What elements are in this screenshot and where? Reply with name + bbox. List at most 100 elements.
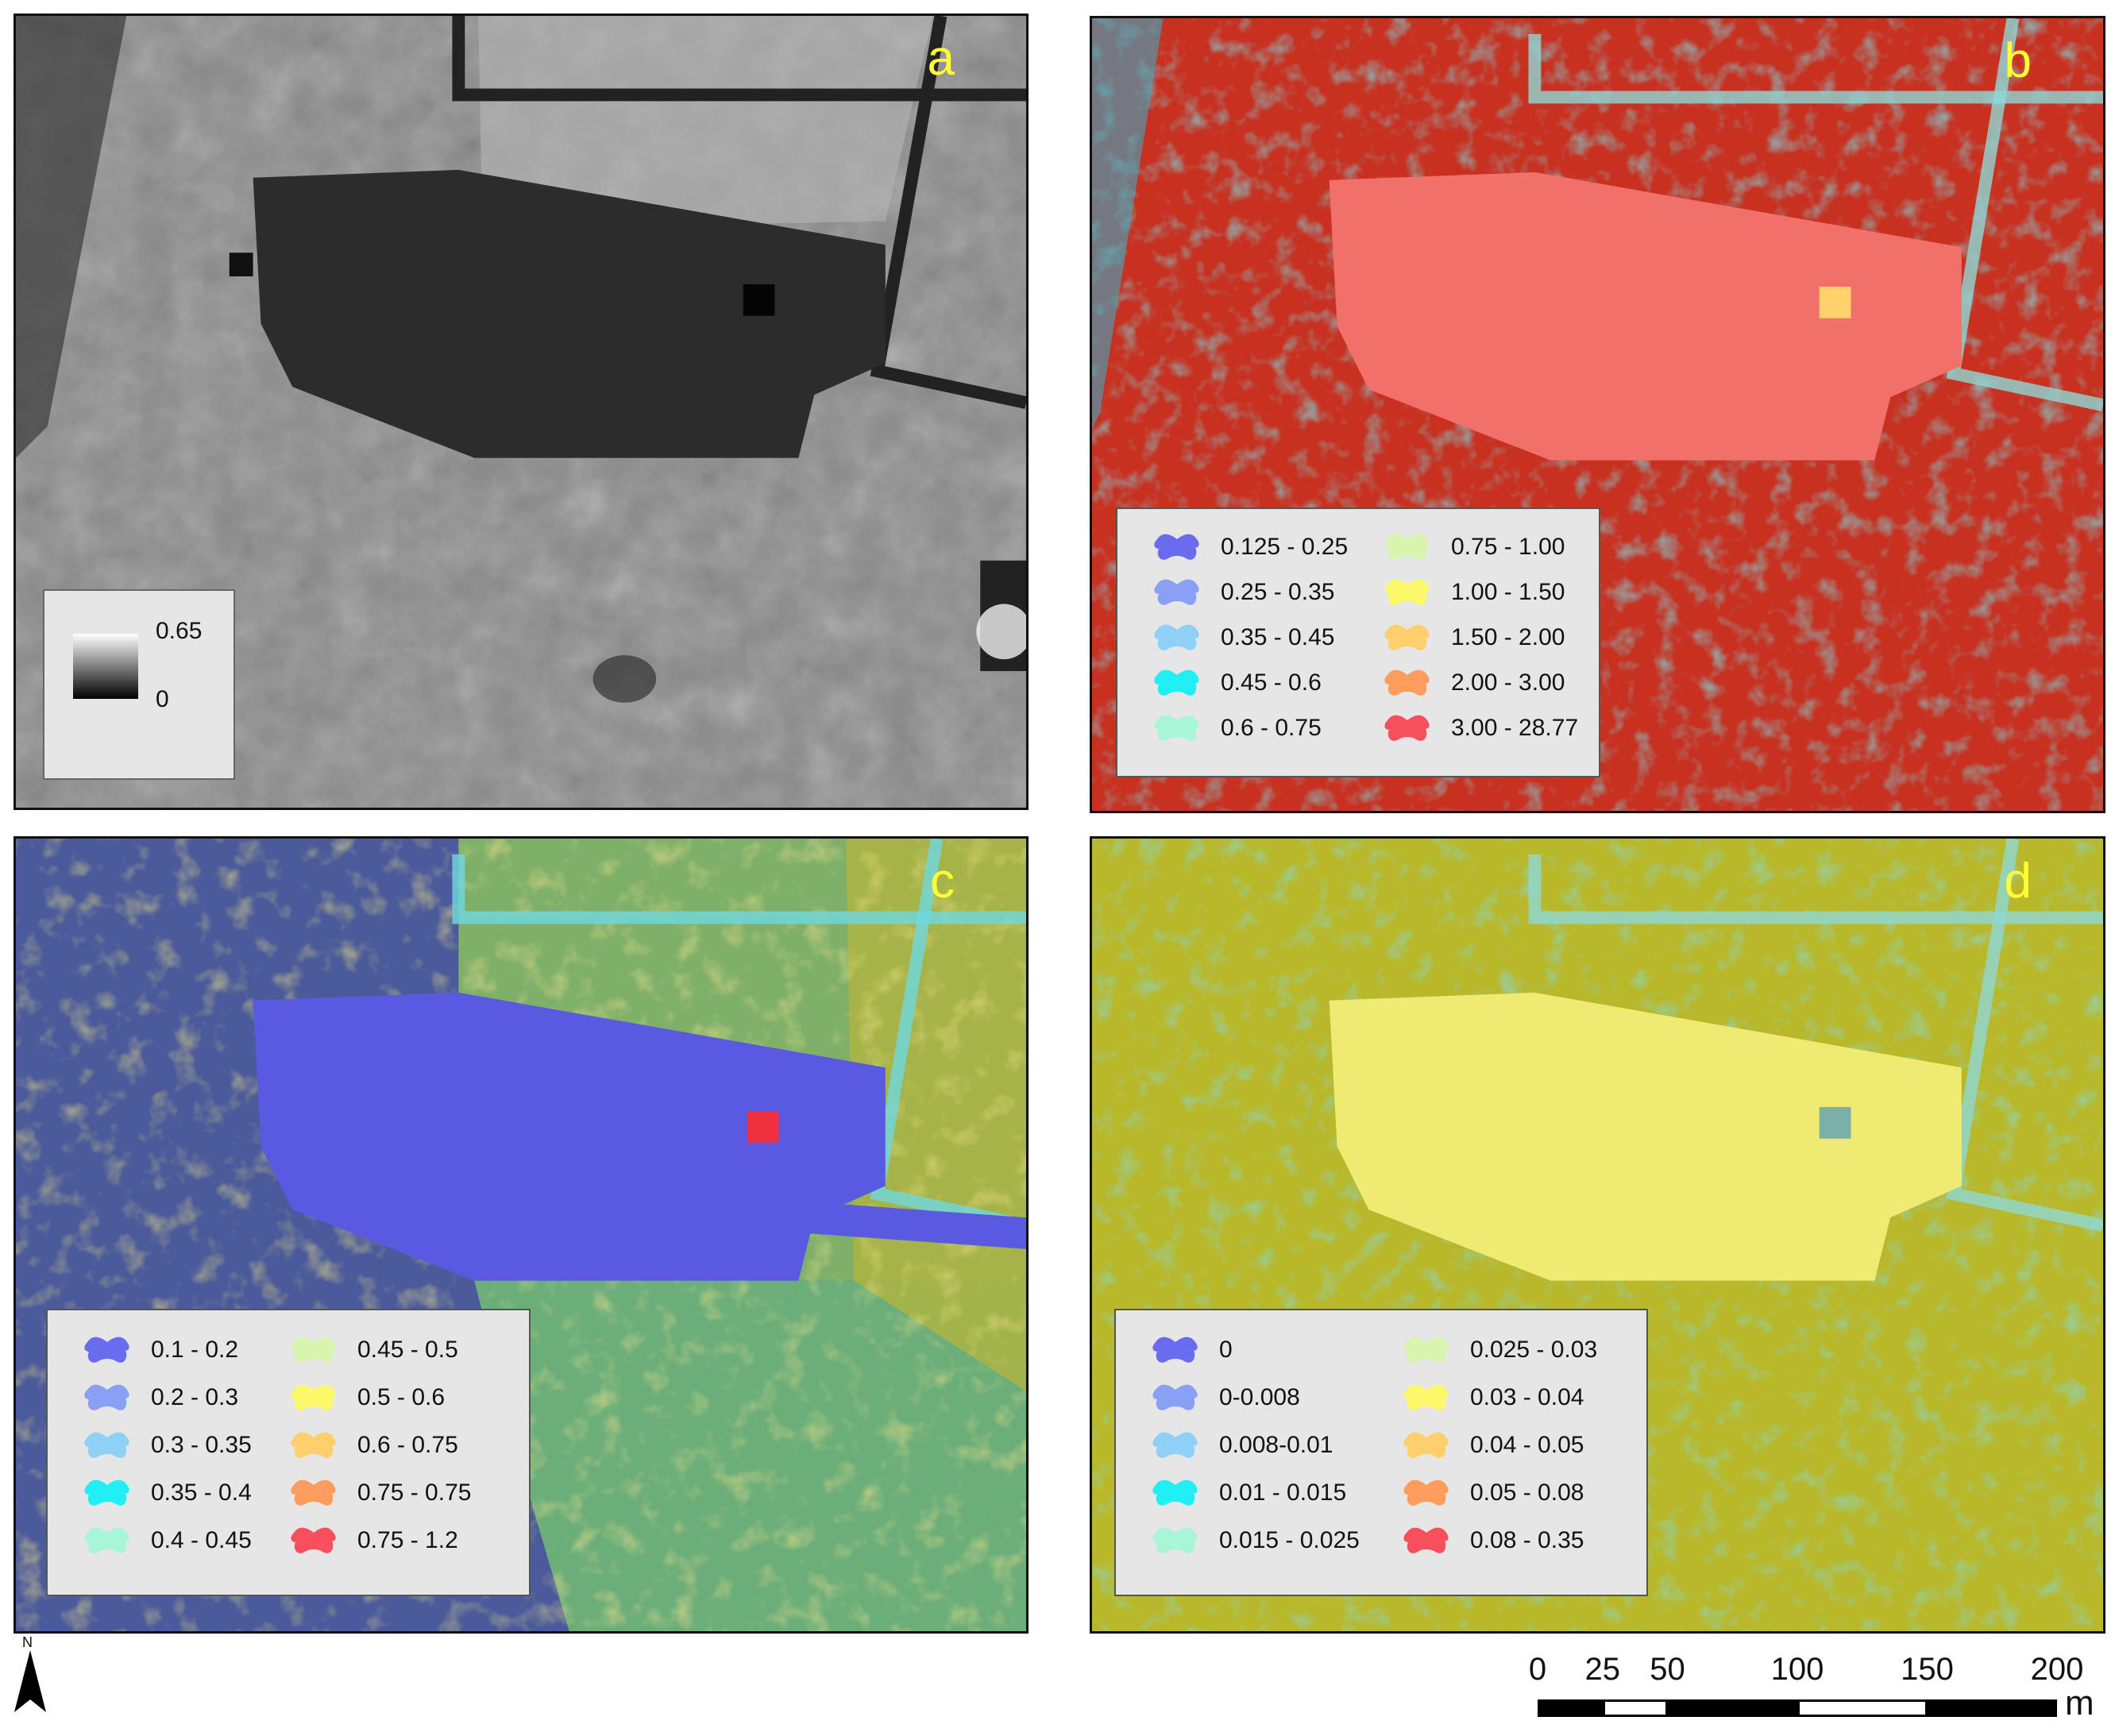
scale-tick-label: 0: [1528, 1652, 1547, 1687]
scale-unit: m: [2065, 1684, 2094, 1722]
legend-swatch-icon: [1152, 1527, 1198, 1553]
legend-label: 0.35 - 0.4: [151, 1479, 252, 1506]
panel-label: d: [2004, 854, 2032, 909]
legend-swatch-icon: [1384, 534, 1430, 560]
legend-swatch-icon: [1154, 624, 1199, 650]
panel-b-map: b 0.125 - 0.25 0.25 - 0.35 0.35 - 0.45 0.45…: [1090, 16, 2105, 813]
legend-item: 0.6 - 0.75: [1149, 706, 1322, 750]
legend-swatch-icon: [1384, 669, 1430, 696]
legend-label: 0-0.008: [1219, 1384, 1300, 1410]
legend-item: 2.00 - 3.00: [1380, 661, 1565, 705]
legend-label: 0.4 - 0.45: [151, 1527, 252, 1553]
legend-label: 3.00 - 28.77: [1451, 715, 1579, 741]
legend-label: 0.2 - 0.3: [151, 1384, 239, 1410]
legend-item: 3.00 - 28.77: [1380, 706, 1578, 750]
grayscale-legend: 0.65 0: [43, 589, 235, 780]
panel-d-map: d 0 0-0.008 0.008-0.01 0.01 - 0.015 0.015 - …: [1090, 836, 2105, 1634]
legend-label: 0.04 - 0.05: [1470, 1432, 1584, 1458]
legend-item: 0.75 - 1.00: [1380, 525, 1565, 569]
grayscale-ramp: [73, 634, 138, 699]
legend-item: 0-0.008: [1148, 1375, 1300, 1420]
legend-label: 0.45 - 0.6: [1221, 669, 1322, 696]
scale-tick-label: 50: [1650, 1652, 1685, 1687]
legend-swatch-icon: [84, 1337, 129, 1363]
legend-swatch-icon: [1152, 1432, 1198, 1458]
legend-item: 0.08 - 0.35: [1399, 1518, 1584, 1563]
legend-label: 1.50 - 2.00: [1451, 624, 1565, 650]
legend-item: 0.4 - 0.45: [79, 1518, 252, 1563]
legend-label: 0.05 - 0.08: [1470, 1479, 1584, 1506]
legend-items: 0.125 - 0.25 0.25 - 0.35 0.35 - 0.45 0.45 -…: [1117, 509, 1599, 776]
scale-tick-label: 100: [1770, 1652, 1824, 1687]
legend-item: 0.45 - 0.5: [286, 1328, 458, 1372]
legend-label: 0.08 - 0.35: [1470, 1527, 1584, 1553]
legend-item: 0.75 - 0.75: [286, 1471, 471, 1515]
panel-label: a: [927, 31, 955, 86]
panel-a-map: a 0.65 0: [14, 14, 1029, 810]
scale-tick-label: 150: [1901, 1652, 1954, 1687]
grayscale-map-image: [16, 16, 1026, 808]
legend-item: 1.00 - 1.50: [1380, 570, 1565, 615]
scale-segment: [1667, 1699, 1797, 1717]
legend-d: 0 0-0.008 0.008-0.01 0.01 - 0.015 0.015 - 0.…: [1114, 1309, 1648, 1596]
legend-label: 0.75 - 0.75: [357, 1479, 472, 1506]
legend-label: 0.008-0.01: [1219, 1432, 1333, 1458]
legend-label: 0.01 - 0.015: [1219, 1479, 1347, 1506]
legend-swatch-icon: [1403, 1479, 1449, 1506]
legend-swatch-icon: [1154, 579, 1199, 605]
legend-item: 0: [1148, 1328, 1233, 1372]
scale-tick-label: 25: [1584, 1652, 1621, 1687]
legend-item: 0.45 - 0.6: [1149, 661, 1322, 705]
legend-item: 0.015 - 0.025: [1148, 1518, 1360, 1563]
scale-bar: 0 25 50 100 150 200 m: [1509, 1644, 2097, 1731]
legend-label: 0.6 - 0.75: [1221, 715, 1322, 741]
legend-swatch-icon: [1384, 624, 1430, 650]
north-label: N: [22, 1634, 33, 1650]
legend-item: 0.35 - 0.45: [1149, 615, 1334, 660]
legend-b: 0.125 - 0.25 0.25 - 0.35 0.35 - 0.45 0.45 -…: [1116, 507, 1600, 777]
legend-swatch-icon: [291, 1527, 336, 1553]
legend-label: 0.6 - 0.75: [357, 1432, 458, 1458]
legend-label: 0.03 - 0.04: [1470, 1384, 1584, 1410]
panel-label: b: [2004, 33, 2032, 88]
legend-swatch-icon: [1152, 1384, 1198, 1410]
legend-item: 0.1 - 0.2: [79, 1328, 238, 1372]
legend-swatch-icon: [84, 1479, 129, 1506]
legend-item: 0.75 - 1.2: [286, 1518, 458, 1563]
legend-swatch-icon: [291, 1384, 336, 1410]
legend-label: 0.75 - 1.00: [1451, 534, 1565, 560]
legend-swatch-icon: [1152, 1479, 1198, 1506]
legend-swatch-icon: [1152, 1337, 1198, 1363]
legend-swatch-icon: [1384, 579, 1430, 605]
legend-item: 0.6 - 0.75: [286, 1423, 458, 1468]
legend-items: 0 0-0.008 0.008-0.01 0.01 - 0.015 0.015 - 0.…: [1116, 1310, 1646, 1595]
scale-segment: [1602, 1699, 1668, 1717]
legend-label: 0.1 - 0.2: [151, 1337, 239, 1363]
legend-label: 0.3 - 0.35: [151, 1432, 252, 1458]
legend-item: 0.2 - 0.3: [79, 1375, 238, 1420]
legend-label: 0.125 - 0.25: [1221, 534, 1349, 560]
scale-segment: [1797, 1699, 1928, 1717]
legend-item: 0.3 - 0.35: [79, 1423, 252, 1468]
legend-item: 0.03 - 0.04: [1399, 1375, 1584, 1420]
legend-swatch-icon: [291, 1337, 336, 1363]
legend-label: 0.025 - 0.03: [1470, 1337, 1598, 1363]
legend-swatch-icon: [84, 1384, 129, 1410]
legend-swatch-icon: [1154, 715, 1199, 741]
legend-label: 0.45 - 0.5: [357, 1337, 458, 1363]
panel-c-map: c 0.1 - 0.2 0.2 - 0.3 0.3 - 0.35 0.35 - 0.4…: [14, 836, 1029, 1634]
legend-swatch-icon: [1403, 1384, 1449, 1410]
legend-item: 0.125 - 0.25: [1149, 525, 1348, 569]
legend-label: 0.015 - 0.025: [1219, 1527, 1360, 1553]
legend-swatch-icon: [84, 1527, 129, 1553]
north-arrow-icon: [14, 1650, 46, 1712]
legend-label: 0: [1219, 1337, 1233, 1363]
legend-swatch-icon: [291, 1479, 336, 1506]
legend-min-label: 0: [156, 686, 169, 712]
legend-c: 0.1 - 0.2 0.2 - 0.3 0.3 - 0.35 0.35 - 0.4 0.…: [46, 1309, 531, 1596]
legend-swatch-icon: [84, 1432, 129, 1458]
legend-item: 0.5 - 0.6: [286, 1375, 445, 1420]
legend-item: 0.01 - 0.015: [1148, 1471, 1346, 1515]
legend-swatch-icon: [1154, 669, 1199, 696]
legend-label: 0.25 - 0.35: [1221, 579, 1335, 605]
